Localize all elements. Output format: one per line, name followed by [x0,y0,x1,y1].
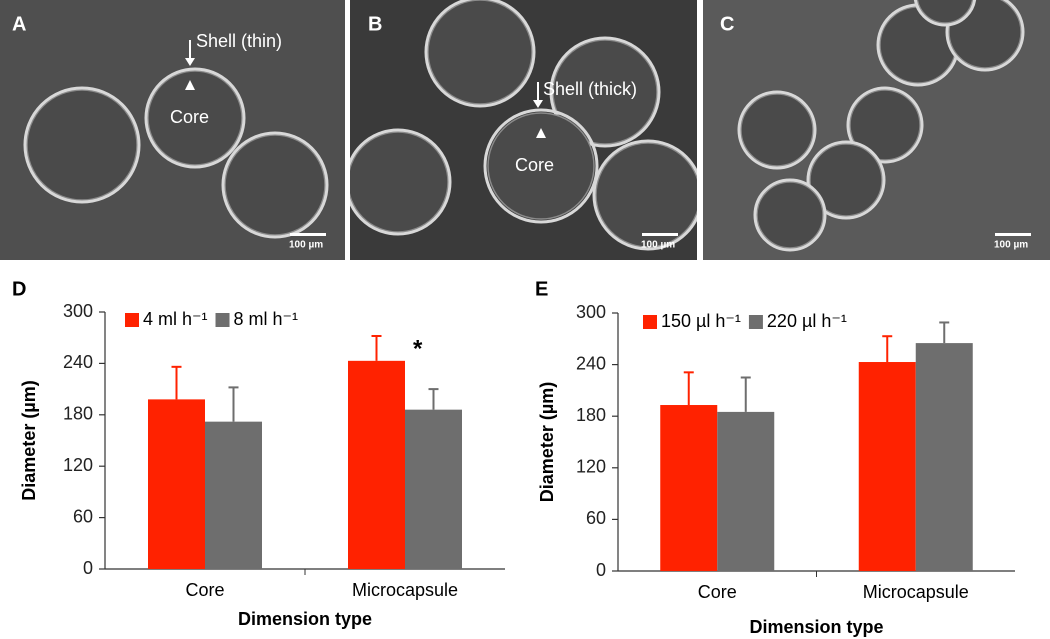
scale-bar-label: 100 µm [994,240,1028,251]
legend-label: 8 ml h⁻¹ [234,309,299,329]
panel-label: E [535,278,548,300]
panel-label: C [720,13,734,35]
x-tick-label: Core [185,580,224,600]
legend-swatch [125,313,139,327]
panel-label: D [12,278,26,300]
scale-bar-label: 100 µm [641,240,675,251]
bar [717,411,775,571]
y-tick-label: 180 [576,405,606,425]
y-tick-label: 300 [576,302,606,322]
y-tick-label: 60 [586,508,606,528]
bar [858,362,916,571]
y-tick-label: 120 [576,457,606,477]
micrograph-a [0,0,345,260]
y-tick-label: 240 [576,353,606,373]
x-axis-title: Dimension type [238,609,372,629]
x-tick-label: Microcapsule [863,582,969,602]
y-tick-label: 300 [63,301,93,321]
legend-swatch [215,313,230,327]
y-tick-label: 60 [73,506,93,526]
legend-swatch [643,315,657,329]
legend-label: 150 µl h⁻¹ [661,311,741,331]
scale-bar-label: 100 µm [289,240,323,251]
annotation: Shell (thick) [543,79,637,99]
panel-label: B [368,13,382,35]
bar [348,360,405,569]
panel-label: A [12,13,26,35]
y-tick-label: 0 [83,558,93,578]
micrograph-b [350,0,697,260]
legend-swatch [748,315,763,329]
y-axis-title: Diameter (µm) [537,382,557,502]
y-tick-label: 120 [63,455,93,475]
annotation: Core [515,155,554,175]
y-axis-title: Diameter (µm) [19,380,39,500]
bar [205,421,262,569]
y-tick-label: 0 [596,560,606,580]
legend-label: 220 µl h⁻¹ [767,311,847,331]
annotation: Shell (thin) [196,31,282,51]
micrograph-c [703,0,1050,260]
annotation: * [413,335,423,362]
x-tick-label: Core [698,582,737,602]
bar [660,405,718,571]
legend-label: 4 ml h⁻¹ [143,309,208,329]
annotation: Core [170,107,209,127]
bar [148,399,205,569]
bar [405,409,462,569]
y-tick-label: 240 [63,352,93,372]
x-axis-title: Dimension type [749,617,883,637]
bar [915,343,973,571]
y-tick-label: 180 [63,404,93,424]
x-tick-label: Microcapsule [352,580,458,600]
